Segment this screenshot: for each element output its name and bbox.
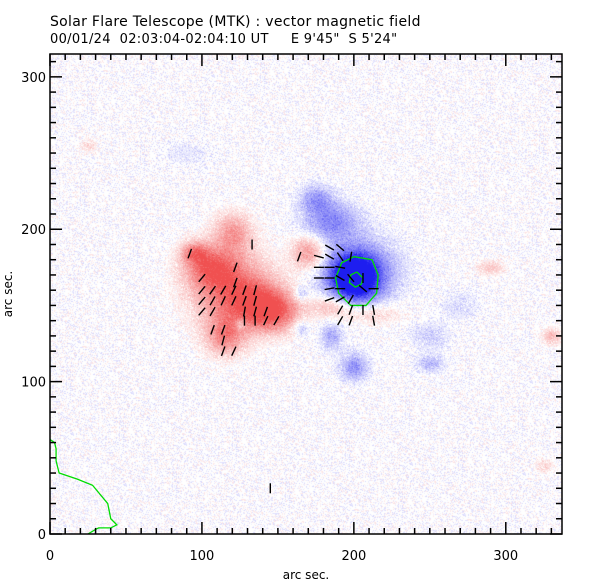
- field-vector: [262, 315, 269, 326]
- field-vector: [335, 265, 346, 269]
- y-axis-title: arc sec.: [1, 271, 15, 317]
- x-axis-title: arc sec.: [283, 568, 329, 582]
- field-vector: [231, 296, 237, 306]
- field-vector: [335, 243, 345, 252]
- y-tick-labels: 0 100 200 300: [21, 71, 46, 543]
- contour-umbra-outer: [334, 256, 379, 307]
- field-vector: [349, 251, 353, 262]
- tick-layer: [49, 54, 562, 535]
- field-vector: [337, 315, 344, 326]
- x-tick-label: 300: [493, 549, 518, 564]
- plot-frame: [49, 53, 563, 535]
- y-tick-label: 100: [21, 376, 46, 391]
- field-vector: [347, 273, 355, 283]
- vector-layer: [187, 239, 379, 494]
- x-tick-label: 100: [190, 549, 215, 564]
- field-vector: [232, 277, 238, 288]
- field-vector: [232, 262, 238, 273]
- y-tick-label: 0: [38, 528, 46, 543]
- field-vector: [372, 315, 376, 326]
- x-tick-label: 200: [341, 549, 366, 564]
- field-vector: [324, 253, 335, 260]
- y-tick-label: 300: [21, 71, 46, 86]
- x-tick-label: 0: [46, 549, 54, 564]
- field-vector: [231, 346, 237, 356]
- chart-subtitle: 00/01/24 02:03:04-02:04:10 UT E 9'45" S …: [50, 32, 398, 47]
- field-vector: [187, 248, 193, 259]
- field-vector: [324, 244, 335, 251]
- field-vector: [220, 346, 226, 357]
- field-vector: [253, 285, 258, 296]
- field-vector: [242, 285, 247, 296]
- field-vector: [263, 306, 269, 317]
- field-vector: [209, 306, 216, 317]
- field-vector: [335, 296, 345, 303]
- chart-title: Solar Flare Telescope (MTK) : vector mag…: [50, 14, 421, 30]
- field-vector: [210, 324, 215, 335]
- field-vector: [348, 305, 354, 315]
- field-vector: [296, 251, 302, 262]
- field-vector: [198, 307, 206, 316]
- field-vector: [358, 284, 368, 293]
- field-vector: [221, 335, 226, 346]
- field-vector: [220, 324, 226, 335]
- field-vector: [337, 305, 344, 315]
- field-vector: [253, 306, 258, 317]
- magnetogram-image: [50, 54, 562, 534]
- field-vector: [220, 285, 227, 295]
- field-vector: [198, 285, 206, 295]
- y-tick-label: 200: [21, 223, 46, 238]
- field-vector: [347, 294, 354, 305]
- field-vector: [209, 285, 217, 295]
- field-vector: [336, 252, 344, 262]
- field-vector: [348, 315, 354, 326]
- field-vector: [220, 296, 226, 306]
- field-vector: [313, 254, 324, 259]
- x-tick-labels: 0 100 200 300: [46, 549, 518, 564]
- field-vector: [335, 274, 345, 282]
- field-vector: [324, 296, 335, 302]
- field-vector: [242, 306, 247, 317]
- field-vector: [231, 285, 237, 296]
- field-vector: [209, 296, 216, 306]
- field-vector: [372, 304, 376, 316]
- field-vector: [198, 273, 206, 283]
- contour-limb: [49, 438, 118, 535]
- field-vector: [253, 295, 258, 306]
- field-vector: [324, 287, 335, 291]
- field-vector: [198, 296, 206, 306]
- field-vector: [242, 295, 247, 306]
- field-vector: [273, 315, 280, 326]
